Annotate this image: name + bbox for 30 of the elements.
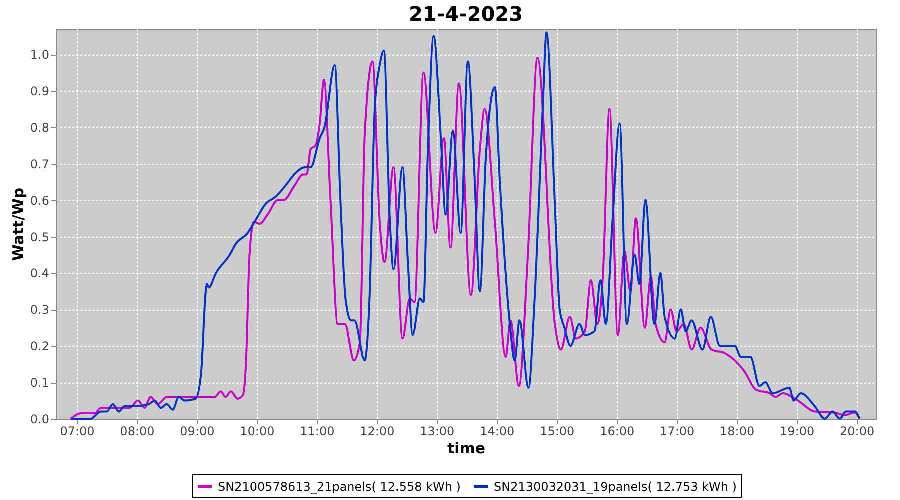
x-tick-label: 07:00 xyxy=(60,424,95,438)
y-tick-label: 0.8 xyxy=(30,120,50,135)
x-axis-title: time xyxy=(447,440,486,458)
y-tick-label: 0.4 xyxy=(30,266,50,281)
y-tick-label: 0.2 xyxy=(30,340,50,354)
y-axis-title: Watt/Wp xyxy=(9,188,28,262)
x-tick-label: 16:00 xyxy=(600,424,635,438)
y-tick-label: 0.6 xyxy=(30,194,50,208)
y-tick-label: 0.9 xyxy=(30,84,50,98)
x-tick-label: 11:00 xyxy=(300,424,335,438)
legend-label: SN2130032031_19panels( 12.753 kWh ) xyxy=(494,480,737,494)
x-tick-label: 19:00 xyxy=(780,424,815,438)
chart-title: 21-4-2023 xyxy=(408,2,524,26)
x-tick-label: 17:00 xyxy=(660,424,695,438)
x-tick-label: 14:00 xyxy=(480,424,515,438)
x-tick-label: 15:00 xyxy=(540,424,575,438)
y-tick-label: 0.1 xyxy=(30,376,50,390)
x-tick-label: 12:00 xyxy=(360,424,395,438)
y-tick-label: 0.0 xyxy=(30,412,50,426)
x-tick-label: 18:00 xyxy=(720,424,755,438)
y-tick-label: 0.3 xyxy=(30,303,50,318)
x-tick-label: 08:00 xyxy=(120,424,155,438)
x-tick-label: 10:00 xyxy=(240,424,275,438)
x-tick-label: 13:00 xyxy=(420,424,455,438)
x-tick-label: 20:00 xyxy=(840,424,875,438)
x-tick-label: 09:00 xyxy=(180,424,215,438)
legend-label: SN2100578613_21panels( 12.558 kWh ) xyxy=(218,480,461,494)
y-tick-label: 0.7 xyxy=(30,157,50,172)
y-tick-label: 0.5 xyxy=(30,230,50,244)
y-tick-label: 1.0 xyxy=(30,48,50,62)
